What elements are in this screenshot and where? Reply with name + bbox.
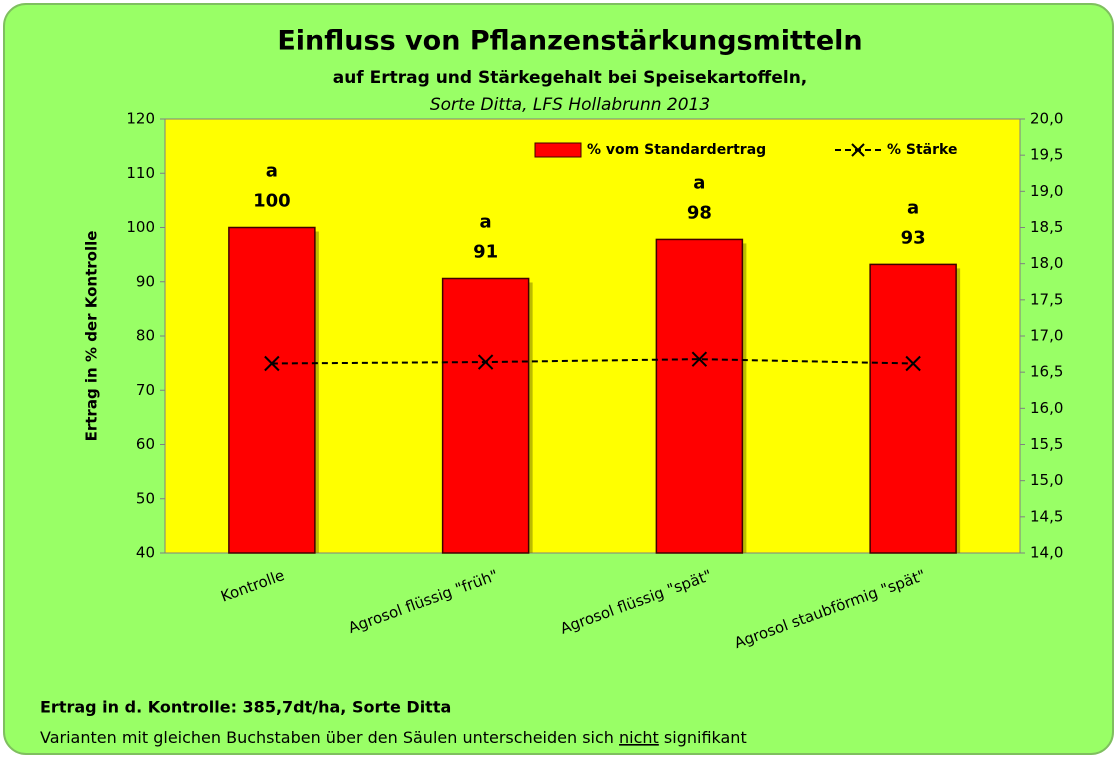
y2-tick-label: 17,0 [1030,327,1063,345]
significance-letter: a [266,161,278,182]
y2-tick-label: 14,5 [1030,507,1063,525]
chart-title: Einfluss von Pflanzenstärkungsmitteln [277,26,862,57]
y-tick-label: 110 [126,164,155,182]
note: Varianten mit gleichen Buchstaben über d… [40,728,747,747]
y2-tick-label: 20,0 [1030,110,1063,128]
significance-letter: a [480,211,492,232]
note-part: Varianten mit gleichen Buchstaben über d… [40,728,619,747]
marker [477,354,494,370]
y2-tick-label: 18,0 [1030,254,1063,272]
significance-letter: a [693,172,705,193]
value-label: 93 [901,227,926,248]
bar [441,277,530,554]
y2-tick-label: 18,5 [1030,218,1063,236]
y-tick-label: 40 [136,544,155,562]
subtitle: Sorte Ditta, LFS Hollabrunn 2013 [430,95,710,115]
legend-swatch [534,142,582,158]
marker [691,351,708,367]
y2-tick-label: 15,0 [1030,471,1063,489]
value-label: 91 [473,241,498,262]
legend-label: % vom Standardertrag [587,142,766,158]
y-tick-label: 80 [136,327,155,345]
legend-label: % Stärke [887,142,957,158]
y-tick-label: 60 [136,435,155,453]
y-tick-label: 100 [126,218,155,236]
note-part: nicht [619,728,659,747]
y2-tick-label: 16,0 [1030,399,1063,417]
marker [905,355,921,372]
bar [228,226,316,554]
y2-tick-label: 16,5 [1030,363,1063,381]
line [271,358,914,365]
legend-marker [851,143,865,157]
y-tick-label: 120 [126,110,155,128]
value-label: 98 [687,202,712,223]
y2-tick-label: 17,5 [1030,290,1063,308]
bar [655,238,744,554]
y2-tick-label: 19,5 [1030,146,1063,164]
y-axis-label: Ertrag in % der Kontrolle [83,231,101,442]
marker [264,355,280,372]
value-label: 100 [253,191,291,212]
subtitle: auf Ertrag und Stärkegehalt bei Speiseka… [333,68,808,88]
bar [869,263,957,554]
y2-tick-label: 15,5 [1030,435,1063,453]
note-part: signifikant [659,728,747,747]
y-tick-label: 50 [136,489,155,507]
y-tick-label: 90 [136,272,155,290]
footnote: Ertrag in d. Kontrolle: 385,7dt/ha, Sort… [40,698,451,717]
y2-tick-label: 14,0 [1030,544,1063,562]
y2-tick-label: 19,0 [1030,182,1063,200]
y-tick-label: 70 [136,381,155,399]
significance-letter: a [907,197,919,218]
